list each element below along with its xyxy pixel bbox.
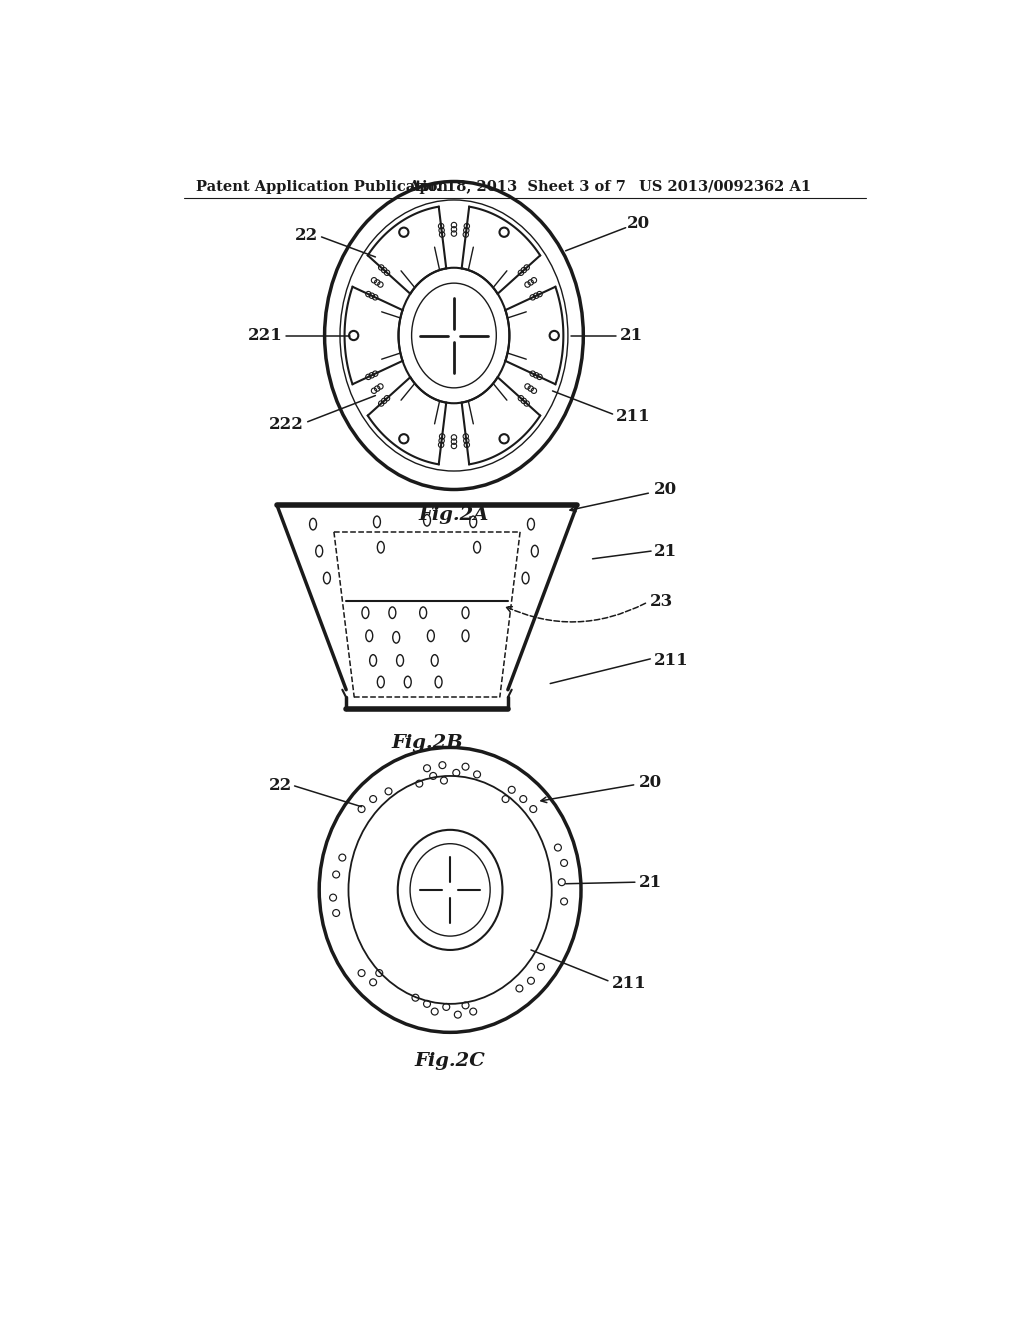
Text: Fig.2C: Fig.2C: [415, 1052, 485, 1069]
Text: 21: 21: [654, 543, 677, 560]
Text: 222: 222: [269, 416, 304, 433]
Text: 20: 20: [654, 480, 677, 498]
Text: 22: 22: [269, 777, 292, 795]
Text: Fig.2A: Fig.2A: [419, 507, 489, 524]
Text: 20: 20: [628, 215, 650, 232]
Text: 211: 211: [611, 975, 646, 993]
Text: 21: 21: [620, 327, 643, 345]
Text: Apr. 18, 2013  Sheet 3 of 7: Apr. 18, 2013 Sheet 3 of 7: [408, 180, 626, 194]
Text: 21: 21: [639, 874, 662, 891]
Text: 211: 211: [615, 408, 650, 425]
Text: Fig.2B: Fig.2B: [391, 734, 463, 751]
Text: US 2013/0092362 A1: US 2013/0092362 A1: [639, 180, 811, 194]
Text: 23: 23: [650, 593, 674, 610]
Text: 211: 211: [654, 652, 689, 669]
Text: 221: 221: [248, 327, 283, 345]
Text: Patent Application Publication: Patent Application Publication: [196, 180, 449, 194]
Text: 22: 22: [295, 227, 317, 244]
Text: 20: 20: [639, 774, 662, 791]
